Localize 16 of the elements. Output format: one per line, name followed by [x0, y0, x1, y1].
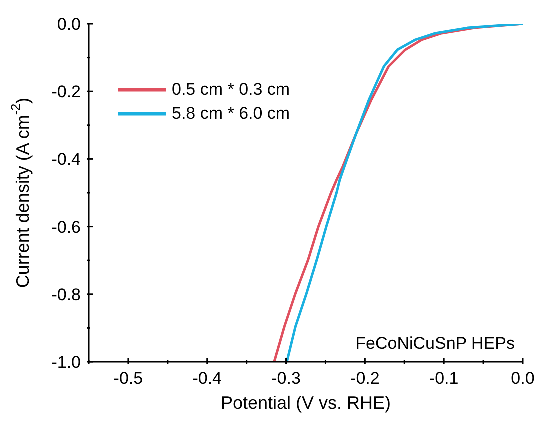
x-tick-label: -0.1	[429, 369, 459, 388]
y-tick-label: -0.4	[52, 150, 81, 170]
y-tick-label: -0.6	[52, 218, 81, 237]
y-tick-label: -0.8	[52, 285, 81, 304]
x-tick-label: 0.0	[511, 369, 535, 388]
x-tick-label: -0.2	[350, 369, 380, 388]
legend-label: 0.5 cm * 0.3 cm	[172, 79, 290, 101]
legend-label: 5.8 cm * 6.0 cm	[172, 103, 290, 125]
y-tick-label: -1.0	[52, 353, 81, 372]
x-axis-title: Potential (V vs. RHE)	[220, 393, 392, 413]
annotation: FeCoNiCuSnP HEPs	[356, 334, 515, 354]
x-tick-label: -0.5	[114, 369, 144, 388]
y-tick-label: -0.2	[52, 82, 81, 102]
y-tick-label: 0.0	[57, 15, 81, 34]
x-tick-label: -0.3	[272, 369, 301, 388]
x-tick-label: -0.4	[192, 369, 222, 388]
